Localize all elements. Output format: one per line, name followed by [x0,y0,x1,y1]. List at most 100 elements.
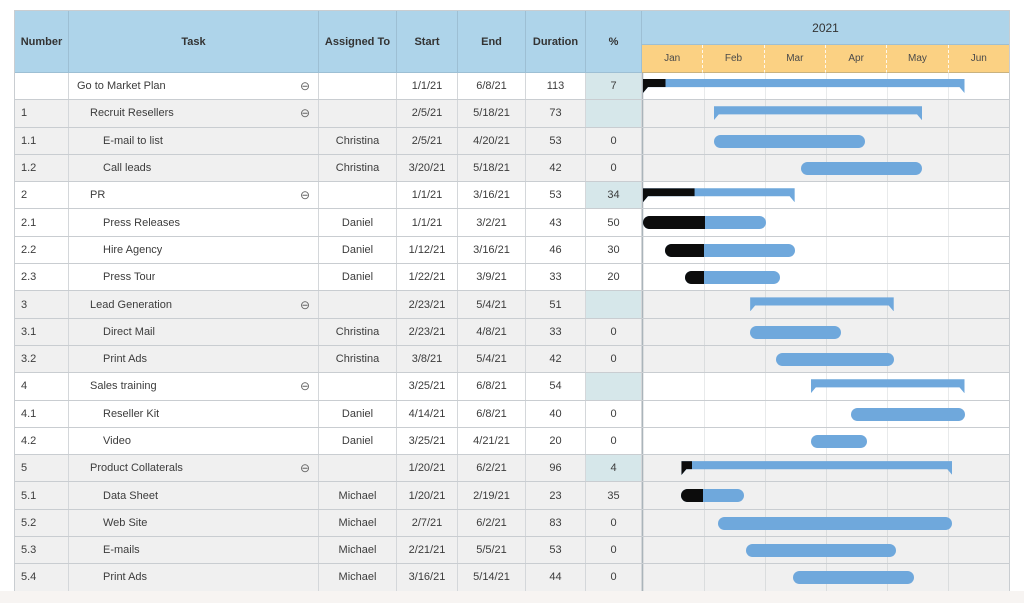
duration-cell: 96 [526,455,586,482]
gantt-summary-bar[interactable] [643,79,965,93]
duration-cell: 53 [526,537,586,564]
start-date-cell: 4/14/21 [397,400,458,427]
percent-complete-cell: 0 [586,154,642,182]
percent-complete-cell: 4 [586,455,642,482]
gantt-task-bar[interactable] [681,489,745,503]
start-date-cell: 2/5/21 [397,100,458,127]
progress-overlay [643,216,705,230]
assigned-cell [319,73,397,100]
gantt-task-bar[interactable] [851,407,965,421]
gantt-summary-bar[interactable] [750,297,894,311]
assigned-cell: Daniel [319,400,397,427]
row-number-cell: 2.2 [15,236,69,264]
duration-cell: 33 [526,318,586,345]
duration-cell: 113 [526,73,586,100]
percent-complete-cell: 0 [586,127,642,154]
gantt-row-timeline [642,537,1009,564]
task-cell: Print Ads [69,345,319,373]
row-number-cell: 5.4 [15,564,69,591]
collapse-icon[interactable]: ⊖ [299,297,310,312]
percent-complete-cell: 0 [586,318,642,345]
task-name: Reseller Kit [103,407,160,420]
gantt-summary-bar[interactable] [714,106,922,120]
gantt-row-timeline [642,73,1009,100]
duration-cell: 46 [526,236,586,264]
gantt-task-bar[interactable] [665,243,795,257]
start-date-cell: 1/12/21 [397,236,458,264]
gantt-task-bar[interactable] [685,271,781,285]
assigned-cell [319,100,397,127]
gantt-task-bar[interactable] [750,325,842,339]
gantt-task-bar[interactable] [717,516,953,530]
row-number-cell: 5.3 [15,537,69,564]
progress-overlay [681,489,704,503]
progress-overlay [643,79,666,93]
duration-cell: 20 [526,427,586,455]
collapse-icon[interactable]: ⊖ [299,379,310,394]
task-cell: Recruit Resellers ⊖ [69,100,319,127]
gantt-row-timeline [642,427,1009,455]
gantt-task-bar[interactable] [792,571,914,585]
gantt-task-bar[interactable] [643,216,767,230]
start-date-cell: 1/1/21 [397,209,458,236]
end-date-cell: 6/8/21 [458,373,526,400]
row-number-cell: 3.2 [15,345,69,373]
table-row: 4.2 Video Daniel 3/25/21 4/21/21 20 0 [15,427,1009,456]
start-date-cell: 2/7/21 [397,509,458,537]
task-cell: PR ⊖ [69,182,319,209]
gantt-row-timeline [642,455,1009,482]
gantt-row-timeline [642,291,1009,318]
end-date-cell: 6/8/21 [458,400,526,427]
gantt-row-timeline [642,564,1009,591]
gantt-row-timeline [642,400,1009,427]
task-name: Data Sheet [103,489,159,502]
table-row: 5.1 Data Sheet Michael 1/20/21 2/19/21 23 35 [15,482,1009,510]
end-date-cell: 5/5/21 [458,537,526,564]
row-number-cell: 1.2 [15,154,69,182]
gantt-summary-bar[interactable] [681,461,952,475]
start-date-cell: 3/20/21 [397,154,458,182]
end-date-cell: 3/16/21 [458,182,526,209]
task-name: Print Ads [103,353,148,366]
collapse-icon[interactable]: ⊖ [299,79,310,94]
task-cell: Press Tour [69,264,319,291]
duration-cell: 44 [526,564,586,591]
end-date-cell: 4/20/21 [458,127,526,154]
task-name: Product Collaterals [90,462,183,475]
assigned-cell [319,373,397,400]
assigned-cell: Michael [319,509,397,537]
table-row: 5.2 Web Site Michael 2/7/21 6/2/21 83 0 [15,509,1009,538]
duration-cell: 73 [526,100,586,127]
collapse-icon[interactable]: ⊖ [299,188,310,203]
gantt-row-timeline [642,182,1009,209]
duration-cell: 53 [526,127,586,154]
task-cell: E-mails [69,537,319,564]
start-date-cell: 1/1/21 [397,73,458,100]
gantt-task-bar[interactable] [713,134,866,148]
task-name: E-mails [103,544,140,557]
task-name: Print Ads [103,571,148,584]
percent-complete-cell: 0 [586,427,642,455]
duration-cell: 23 [526,482,586,509]
table-row: 2.3 Press Tour Daniel 1/22/21 3/9/21 33 20 [15,264,1009,292]
month-label: Jun [948,45,1009,73]
gantt-task-bar[interactable] [800,161,923,175]
row-number-cell: 1.1 [15,127,69,154]
percent-complete-cell: 0 [586,564,642,591]
collapse-icon[interactable]: ⊖ [299,461,310,476]
row-number-cell [15,73,69,100]
gantt-row-timeline [642,154,1009,182]
gantt-summary-bar[interactable] [643,188,795,202]
duration-cell: 51 [526,291,586,318]
gantt-task-bar[interactable] [810,434,868,448]
percent-complete-cell: 7 [586,73,642,100]
row-number-cell: 4 [15,373,69,400]
collapse-icon[interactable]: ⊖ [299,106,310,121]
gantt-summary-bar[interactable] [811,379,965,393]
gantt-task-bar[interactable] [746,544,896,558]
task-cell: Web Site [69,509,319,537]
row-number-cell: 2.1 [15,209,69,236]
gantt-task-bar[interactable] [776,352,894,366]
start-date-cell: 3/8/21 [397,345,458,373]
column-header-assigned: Assigned To [319,11,397,73]
